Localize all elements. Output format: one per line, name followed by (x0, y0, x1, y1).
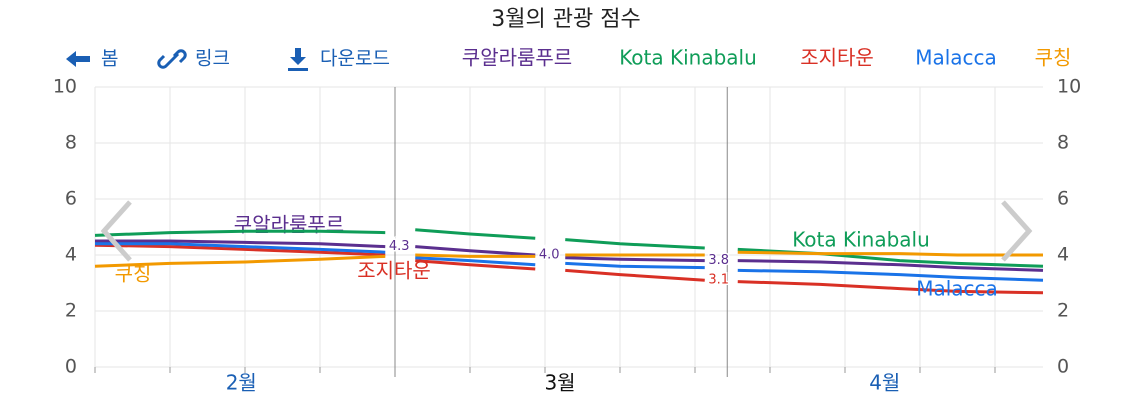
link-icon (157, 49, 187, 69)
y2-tick-label: 8 (1057, 132, 1069, 154)
download-label: 다운로드 (320, 48, 390, 70)
series-label: Kota Kinabalu (792, 228, 930, 252)
x-tick-label[interactable]: 2월 (226, 371, 257, 395)
y-tick-label: 0 (65, 356, 77, 378)
legend-entry[interactable]: Malacca (915, 46, 997, 70)
download-icon (288, 48, 308, 71)
prev-arrow[interactable] (100, 200, 132, 262)
back-button[interactable]: 봄 (66, 48, 118, 70)
back-label: 봄 (101, 48, 118, 70)
series-line (94, 250, 1043, 268)
y-tick-label: 2 (65, 300, 77, 322)
legend-entry[interactable]: 쿠알라룸푸르 (462, 46, 572, 70)
x-tick-label[interactable]: 4월 (869, 371, 900, 395)
back-icon (66, 51, 90, 67)
y-tick-label: 8 (65, 132, 77, 154)
y2-tick-label: 0 (1057, 356, 1069, 378)
download-button[interactable]: 다운로드 (288, 48, 390, 72)
next-arrow[interactable] (1001, 200, 1033, 262)
link-button[interactable]: 링크 (157, 48, 230, 70)
value-label: 4.0 (539, 248, 560, 263)
y-tick-label: 6 (65, 188, 77, 210)
y2-tick-label: 4 (1057, 244, 1069, 266)
legend-entry[interactable]: Kota Kinabalu (619, 46, 757, 70)
series-line (94, 243, 1044, 295)
series-label: 쿠칭 (115, 262, 152, 286)
series-label: Malacca (916, 277, 998, 301)
y2-tick-label: 2 (1057, 300, 1069, 322)
value-label: 4.3 (389, 239, 410, 254)
y-tick-label: 10 (53, 76, 77, 98)
series-label: 조지타운 (357, 259, 431, 283)
legend-entry[interactable]: 쿠칭 (1035, 46, 1072, 70)
series-line (95, 242, 1044, 282)
x-tick-label[interactable]: 3월 (544, 371, 575, 395)
value-label: 3.8 (708, 253, 729, 268)
value-label: 3.1 (708, 273, 729, 288)
chart-title: 3월의 관광 점수 (491, 7, 640, 32)
y2-tick-label: 6 (1057, 188, 1069, 210)
legend-entry[interactable]: 조지타운 (800, 46, 874, 70)
series-label: 쿠알라룸푸르 (234, 213, 344, 237)
y-tick-label: 4 (65, 244, 77, 266)
y2-tick-label: 10 (1057, 76, 1081, 98)
series-line (94, 228, 1044, 268)
series-line (95, 239, 1044, 272)
link-label: 링크 (195, 48, 230, 70)
